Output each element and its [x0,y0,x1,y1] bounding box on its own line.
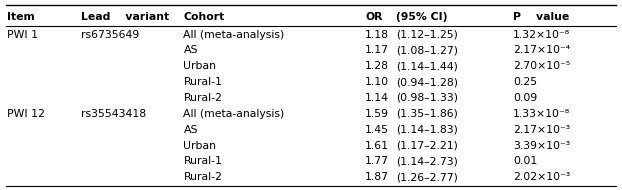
Text: 1.33×10⁻⁸: 1.33×10⁻⁸ [513,109,570,119]
Text: (95% CI): (95% CI) [396,12,448,22]
Text: 1.59: 1.59 [365,109,389,119]
Text: Urban: Urban [183,61,216,71]
Text: 1.18: 1.18 [365,29,389,40]
Text: rs6735649: rs6735649 [81,29,139,40]
Text: Rural-2: Rural-2 [183,172,223,182]
Text: PWI 1: PWI 1 [7,29,39,40]
Text: (1.14–2.73): (1.14–2.73) [396,156,458,166]
Text: All (meta-analysis): All (meta-analysis) [183,29,285,40]
Text: (1.14–1.44): (1.14–1.44) [396,61,458,71]
Text: (1.12–1.25): (1.12–1.25) [396,29,458,40]
Text: 1.87: 1.87 [365,172,389,182]
Text: (0.94–1.28): (0.94–1.28) [396,77,458,87]
Text: AS: AS [183,45,198,55]
Text: (1.14–1.83): (1.14–1.83) [396,125,458,135]
Text: P    value: P value [513,12,569,22]
Text: (1.26–2.77): (1.26–2.77) [396,172,458,182]
Text: Item: Item [7,12,35,22]
Text: (1.17–2.21): (1.17–2.21) [396,141,458,151]
Text: Rural-2: Rural-2 [183,93,223,103]
Text: (1.08–1.27): (1.08–1.27) [396,45,458,55]
Text: 2.17×10⁻⁴: 2.17×10⁻⁴ [513,45,570,55]
Text: 1.77: 1.77 [365,156,389,166]
Text: Cohort: Cohort [183,12,225,22]
Text: Lead    variant: Lead variant [81,12,169,22]
Text: Rural-1: Rural-1 [183,156,223,166]
Text: (1.35–1.86): (1.35–1.86) [396,109,458,119]
Text: 3.39×10⁻³: 3.39×10⁻³ [513,141,570,151]
Text: 1.61: 1.61 [365,141,389,151]
Text: (0.98–1.33): (0.98–1.33) [396,93,458,103]
Text: 1.45: 1.45 [365,125,389,135]
Text: rs35543418: rs35543418 [81,109,146,119]
Text: 0.09: 0.09 [513,93,537,103]
Text: 1.14: 1.14 [365,93,389,103]
Text: All (meta-analysis): All (meta-analysis) [183,109,285,119]
Text: AS: AS [183,125,198,135]
Text: 1.17: 1.17 [365,45,389,55]
Text: 2.17×10⁻³: 2.17×10⁻³ [513,125,570,135]
Text: PWI 12: PWI 12 [7,109,45,119]
Text: Urban: Urban [183,141,216,151]
Text: Rural-1: Rural-1 [183,77,223,87]
Text: 1.10: 1.10 [365,77,389,87]
Text: 1.28: 1.28 [365,61,389,71]
Text: OR: OR [365,12,383,22]
Text: 0.25: 0.25 [513,77,537,87]
Text: 2.02×10⁻³: 2.02×10⁻³ [513,172,570,182]
Text: 0.01: 0.01 [513,156,537,166]
Text: 1.32×10⁻⁸: 1.32×10⁻⁸ [513,29,570,40]
Text: 2.70×10⁻⁵: 2.70×10⁻⁵ [513,61,570,71]
